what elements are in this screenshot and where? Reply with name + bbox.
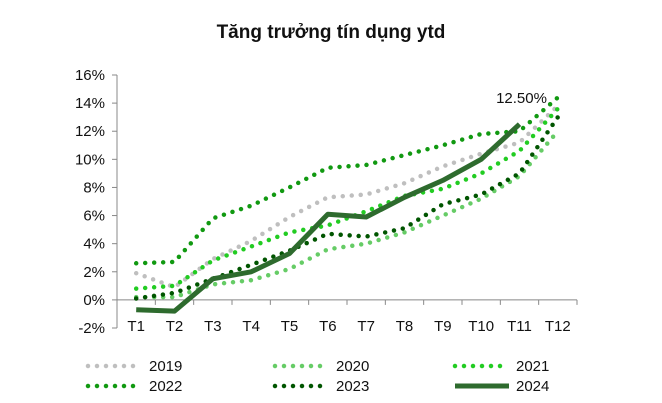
y-tick-label: 6% [83,208,105,225]
x-tick-label: T8 [396,318,414,335]
legend-item-2019: 2019 [85,358,182,375]
x-tick-label: T3 [204,318,222,335]
x-tick-label: T1 [127,318,145,335]
x-tick-label: T10 [468,318,494,335]
y-tick-label: 0% [83,292,105,309]
x-tick-label: T12 [545,318,571,335]
legend-label: 2021 [516,358,549,375]
y-tick-label: 4% [83,236,105,253]
legend: 2019 2020 2021 2022 2023 2024 [85,358,549,395]
series-line-2019 [133,103,561,290]
y-tick-label: 16% [75,67,105,84]
y-tick-label: 2% [83,264,105,281]
legend-label: 2019 [149,358,182,375]
x-tick-label: T4 [242,318,260,335]
legend-label: 2022 [149,378,182,395]
series-line-2021 [133,106,561,291]
x-tick-label: T5 [281,318,299,335]
legend-item-2022: 2022 [85,378,182,395]
x-tick-label: T2 [166,318,184,335]
legend-item-2020: 2020 [272,358,369,375]
x-tick-label: T9 [434,318,452,335]
chart-title: Tăng trưởng tín dụng ytd [217,22,446,43]
y-tick-label: 10% [75,151,105,168]
legend-item-2024: 2024 [455,378,549,395]
series-line-2024 [136,122,522,314]
y-tick-label: 8% [83,179,105,196]
x-tick-label: T7 [357,318,375,335]
x-tick-label: T6 [319,318,337,335]
y-tick-label: 12% [75,123,105,140]
data-label-2024: 12.50% [496,90,547,107]
axes: -2% 0% 2% 4% 6% 8% 10% 12% 14% 16% T1 T2 T3 T4 T5 T6 T7 T… [75,67,578,337]
series-line-2022 [133,95,561,266]
y-tick-label: 14% [75,95,105,112]
legend-label: 2020 [336,358,369,375]
legend-item-2023: 2023 [272,378,369,395]
series-lines [133,95,561,314]
legend-label: 2024 [516,378,549,395]
legend-item-2021: 2021 [452,358,549,375]
legend-label: 2023 [336,378,369,395]
x-tick-label: T11 [507,318,532,335]
data-labels: 12.50% [496,90,547,107]
y-tick-label: -2% [78,320,105,337]
